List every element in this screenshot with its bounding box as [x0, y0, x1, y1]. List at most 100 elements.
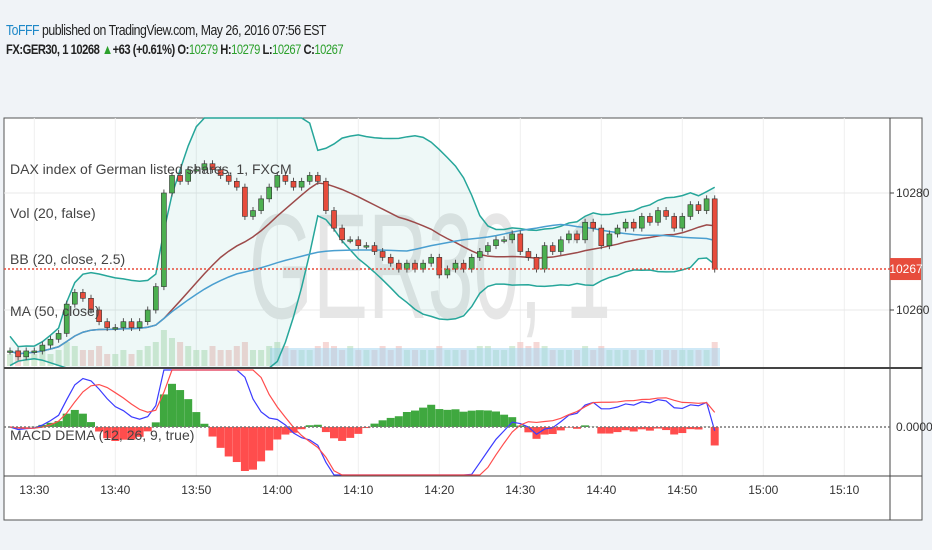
- volume-bar: [233, 346, 240, 366]
- volume-bar: [39, 350, 46, 366]
- candle: [144, 306, 151, 326]
- price-tick-label: 10280: [896, 186, 930, 200]
- macd-histogram-bar: [224, 427, 233, 457]
- candle-body: [290, 181, 297, 188]
- macd-histogram-bar: [208, 427, 217, 437]
- candle-body: [606, 233, 613, 246]
- macd-histogram-bar: [70, 409, 79, 427]
- candle-body: [363, 245, 370, 248]
- legend-ma[interactable]: MA (50, close): [10, 303, 99, 319]
- macd-histogram-bar: [289, 427, 298, 433]
- volume-bar: [71, 346, 78, 366]
- candle: [242, 183, 248, 220]
- macd-histogram-bar: [678, 427, 687, 434]
- time-tick-label: 14:00: [262, 483, 292, 497]
- candle: [96, 306, 102, 326]
- candle-body: [557, 239, 564, 252]
- volume-bar: [55, 350, 62, 366]
- candle-body: [323, 181, 329, 211]
- candle: [347, 236, 354, 244]
- candle: [274, 171, 281, 191]
- macd-histogram-bar: [605, 427, 614, 434]
- macd-pane: [9, 369, 719, 476]
- candle-body: [7, 350, 13, 353]
- bb-upper-line: [9, 117, 716, 348]
- volume-bar: [136, 350, 143, 366]
- candle: [590, 218, 597, 232]
- candle: [282, 171, 289, 185]
- macd-histogram-bar: [645, 427, 654, 431]
- axes[interactable]: 13:30 13:40 13:50 14:00 14:10 14:20 14:30 14:40…: [4, 186, 932, 497]
- candle-body: [201, 163, 208, 170]
- chart-frame: [3, 117, 923, 521]
- candle-body: [468, 257, 475, 270]
- low-value: 10267: [272, 41, 301, 57]
- symbol-info: FX:GER30, 1 10268 ▲+63 (+0.61%) O:10279 …: [6, 41, 344, 57]
- candle: [209, 160, 216, 174]
- candle-body: [331, 210, 337, 229]
- macd-histogram-bar: [273, 427, 282, 440]
- change: +63 (+0.61%): [112, 41, 176, 57]
- volume-ma-area: [270, 348, 720, 366]
- candle: [266, 183, 273, 203]
- candle-body: [112, 327, 119, 330]
- candle-body: [598, 227, 605, 246]
- candle-body: [23, 350, 30, 358]
- volume-bar: [209, 346, 216, 366]
- candle: [387, 253, 394, 267]
- candle: [549, 242, 556, 256]
- volume-bar: [160, 330, 167, 366]
- candle-body: [549, 245, 556, 252]
- candle: [404, 259, 410, 273]
- candle-body: [436, 257, 443, 276]
- macd-histogram-bar: [313, 424, 322, 427]
- volume-bar: [104, 354, 111, 366]
- macd-histogram-bar: [394, 416, 403, 427]
- macd-histogram-bar: [159, 394, 168, 427]
- candle: [80, 288, 86, 302]
- candle: [436, 253, 443, 279]
- macd-histogram-bar: [135, 427, 144, 437]
- candle-body: [242, 186, 248, 217]
- author-link[interactable]: ToFFF: [6, 22, 40, 39]
- candle-body: [128, 321, 135, 328]
- ma50-line: [9, 223, 715, 355]
- candle-body: [234, 181, 240, 188]
- grid: [4, 118, 890, 476]
- legend-vol[interactable]: Vol (20, false): [10, 205, 96, 221]
- macd-histogram-bar: [686, 427, 695, 430]
- volume-bar: [88, 350, 94, 366]
- macd-histogram-bar: [483, 410, 492, 427]
- macd-histogram-bar: [573, 427, 581, 429]
- legend-bb[interactable]: BB (20, close, 2.5): [10, 251, 125, 267]
- macd-histogram-bar: [281, 427, 290, 435]
- candle: [452, 259, 459, 273]
- candle: [234, 177, 240, 191]
- macd-histogram-bar: [103, 427, 112, 439]
- macd-histogram-bar: [370, 423, 379, 427]
- candle-body: [428, 257, 435, 264]
- close-label: C:: [303, 41, 315, 57]
- candle-body: [444, 268, 451, 276]
- candle: [88, 294, 94, 314]
- candle: [485, 242, 491, 256]
- high-value: 10279: [231, 41, 260, 57]
- candle-body: [630, 221, 637, 229]
- candle-body: [15, 350, 21, 358]
- candle-body: [509, 233, 516, 241]
- candle: [428, 253, 435, 267]
- candle: [703, 195, 710, 215]
- candle: [120, 318, 127, 332]
- candle-body: [136, 321, 143, 328]
- legend-macd[interactable]: MACD DEMA (12, 26, 9, true): [10, 427, 194, 443]
- time-tick-label: 13:40: [100, 483, 130, 497]
- volume-bar: [201, 350, 208, 366]
- candle: [468, 253, 475, 273]
- time-tick-label: 14:20: [424, 483, 454, 497]
- candle-body: [647, 216, 653, 223]
- candle: [169, 171, 175, 197]
- time-tick-label: 14:30: [505, 483, 535, 497]
- candle-body: [501, 239, 507, 242]
- candle: [298, 177, 305, 191]
